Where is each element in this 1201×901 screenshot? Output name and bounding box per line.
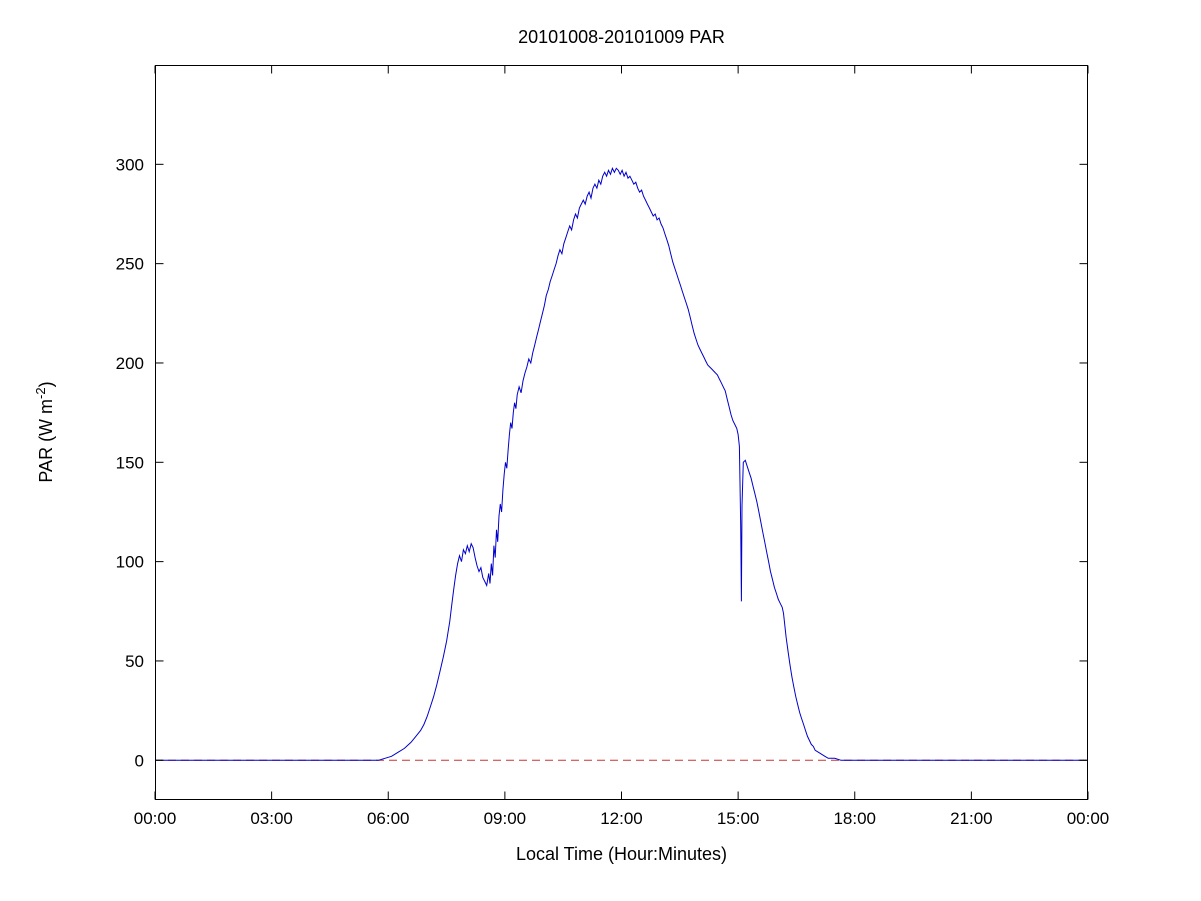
x-tick-label: 00:00: [134, 809, 177, 828]
y-tick-label: 100: [116, 553, 144, 572]
y-axis-label-text: PAR (W m: [36, 398, 56, 483]
plot-svg: 00:00 03:00 06:00 09:00 12:00 15:00 18:00 21:00…: [116, 65, 1109, 828]
data-line-par: [155, 166, 1088, 761]
x-tick-label: 03:00: [250, 809, 293, 828]
y-tick-label: 50: [125, 652, 144, 671]
y-tick-label: 300: [116, 155, 144, 174]
y-tick-label: 150: [116, 453, 144, 472]
x-tick-label: 12:00: [600, 809, 643, 828]
y-axis-label: PAR (W m-2): [33, 381, 57, 482]
x-axis-label: Local Time (Hour:Minutes): [515, 844, 728, 864]
y-tick-label: 250: [116, 255, 144, 274]
x-tick-label: 18:00: [833, 809, 876, 828]
x-tick-label: 15:00: [717, 809, 760, 828]
x-tick-label: 21:00: [950, 809, 993, 828]
chart-title: 20101008-20101009 PAR: [518, 27, 725, 47]
y-tick-label: 200: [116, 354, 144, 373]
y-tick-label: 0: [135, 751, 144, 770]
axes-frame: [155, 65, 1088, 800]
y-axis-label-suffix: ): [36, 381, 56, 388]
x-tick-label: 00:00: [1067, 809, 1110, 828]
y-axis-label-superscript: -2: [33, 387, 48, 399]
x-tick-label: 06:00: [367, 809, 410, 828]
x-tick-label: 09:00: [484, 809, 527, 828]
